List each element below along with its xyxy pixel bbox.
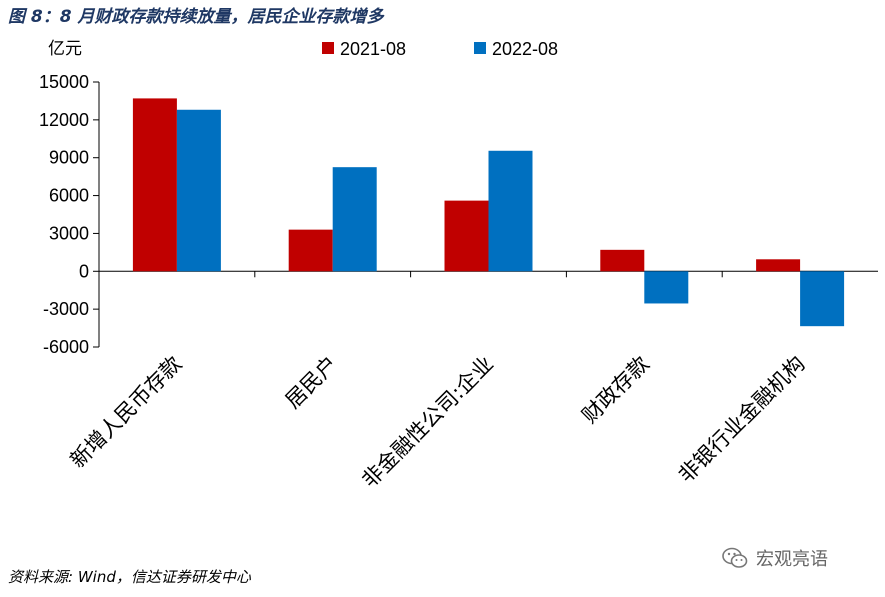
chart-title: 图 8：8 月财政存款持续放量，居民企业存款增多 — [8, 7, 384, 27]
category-label: 新增人民币存款 — [66, 352, 187, 473]
legend-swatch — [322, 42, 334, 54]
category-label: 非金融性公司:企业 — [357, 352, 498, 493]
bar-2021-08-0 — [132, 98, 177, 272]
source-note: 资料来源: Wind，信达证券研发中心 — [8, 568, 251, 586]
y-tick-labels: 15000 12000 9000 6000 3000 0 -3000 -6000 — [39, 72, 89, 357]
bar-2022-08-0 — [176, 109, 221, 272]
y-unit-label: 亿元 — [48, 39, 82, 59]
bar-2022-08-4 — [800, 271, 845, 327]
category-label: 居民户 — [281, 352, 343, 414]
y-tick-label: 0 — [79, 261, 89, 281]
y-tick-label: 9000 — [49, 148, 89, 168]
bar-2021-08-4 — [756, 259, 801, 272]
watermark: 宏观亮语 — [722, 545, 828, 571]
y-tick-label: 3000 — [49, 223, 89, 243]
bar-2022-08-1 — [332, 167, 377, 272]
y-tick-label: 12000 — [39, 110, 89, 130]
bar-2021-08-1 — [288, 229, 333, 272]
bars — [132, 98, 845, 327]
bar-2022-08-3 — [644, 271, 689, 304]
y-tick-label: 6000 — [49, 186, 89, 206]
legend-label: 2021-08 — [340, 39, 406, 59]
wechat-icon — [722, 547, 748, 568]
category-labels: 新增人民币存款 居民户 非金融性公司:企业 财政存款 非银行业金融机构 — [66, 352, 810, 493]
bar-2021-08-3 — [600, 249, 645, 272]
bar-chart: 15000 12000 9000 6000 3000 0 -3000 -6000 新增人民币存… — [39, 39, 878, 493]
bar-2022-08-2 — [488, 150, 533, 272]
legend: 2021-08 2022-08 — [322, 39, 558, 59]
watermark-text: 宏观亮语 — [756, 549, 828, 570]
y-tick-label: -6000 — [43, 337, 89, 357]
legend-swatch — [474, 42, 486, 54]
category-label: 财政存款 — [577, 352, 653, 428]
y-tick-label: -3000 — [43, 299, 89, 319]
legend-label: 2022-08 — [492, 39, 558, 59]
category-label: 非银行业金融机构 — [674, 352, 810, 488]
y-tick-label: 15000 — [39, 72, 89, 92]
bar-2021-08-2 — [444, 200, 489, 272]
